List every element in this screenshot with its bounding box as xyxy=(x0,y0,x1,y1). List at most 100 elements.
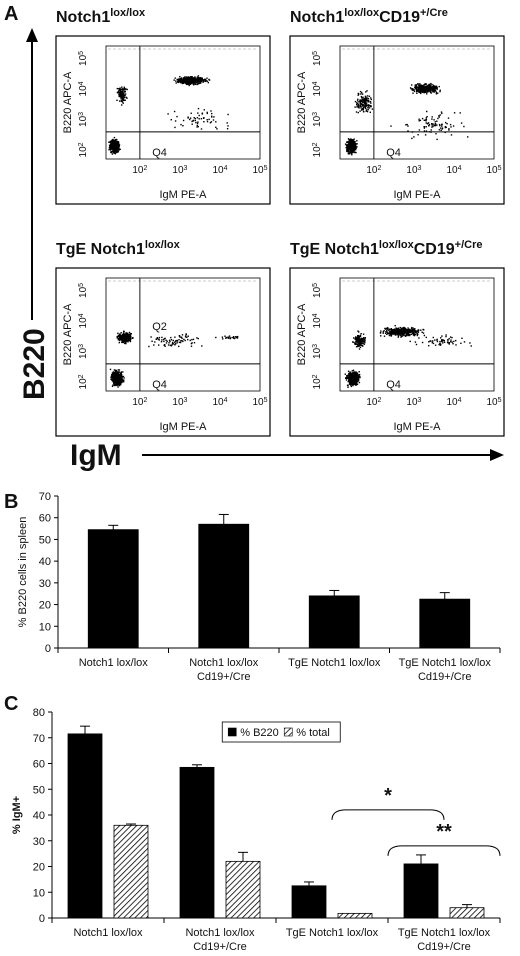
flow-event xyxy=(360,338,363,340)
flow-event xyxy=(351,380,353,382)
flow-event xyxy=(451,341,453,343)
flow-event xyxy=(429,84,431,86)
flow-plot-events xyxy=(344,325,472,388)
flow-x-tick-label: 103 xyxy=(406,165,421,177)
flow-event xyxy=(350,146,353,148)
flow-event xyxy=(197,337,199,340)
flow-event xyxy=(108,147,111,149)
flow-event xyxy=(355,338,357,340)
flow-event xyxy=(203,109,205,111)
flow-event xyxy=(428,88,430,90)
flow-event xyxy=(394,332,397,334)
flow-event xyxy=(158,344,160,346)
flow-event xyxy=(114,371,117,373)
flow-event xyxy=(367,100,369,103)
flow-event xyxy=(126,332,129,334)
flow-event xyxy=(165,339,167,341)
flow-event xyxy=(115,378,117,380)
flow-event xyxy=(167,344,170,346)
flow-event xyxy=(428,345,430,347)
flow-event xyxy=(180,123,182,126)
significance-marker: ** xyxy=(436,821,452,843)
flow-event xyxy=(423,334,426,337)
flow-event xyxy=(396,332,398,335)
flow-event xyxy=(224,335,226,337)
flow-event xyxy=(419,119,422,122)
flow-event xyxy=(198,114,200,117)
flow-plot-frame xyxy=(289,267,505,437)
flow-event xyxy=(115,149,117,151)
flow-event xyxy=(194,83,197,85)
flow-event xyxy=(415,88,417,90)
flow-event xyxy=(120,335,123,337)
flow-event xyxy=(384,327,386,330)
flow-event xyxy=(391,332,394,334)
flow-event xyxy=(189,117,192,119)
flow-event xyxy=(120,332,122,334)
flow-x-tick-label: 104 xyxy=(446,165,461,177)
flow-event xyxy=(427,86,429,89)
flow-event xyxy=(354,380,356,382)
flow-event xyxy=(422,328,424,331)
flow-event xyxy=(399,326,401,329)
flow-event xyxy=(356,143,358,145)
flow-event xyxy=(354,140,356,143)
flow-event xyxy=(203,117,205,119)
flow-event xyxy=(186,81,189,83)
flow-event xyxy=(348,145,350,147)
flow-event xyxy=(425,130,428,132)
flow-event xyxy=(188,76,190,78)
flow-event xyxy=(347,138,350,140)
flow-event xyxy=(399,334,402,337)
flow-event xyxy=(120,91,123,93)
flow-event xyxy=(129,338,131,340)
flow-event xyxy=(169,340,171,343)
flow-event xyxy=(120,377,122,379)
flow-event xyxy=(365,102,367,105)
flow-event xyxy=(115,383,117,386)
flow-event xyxy=(221,336,224,338)
flow-y-tick-label: 103 xyxy=(78,344,90,359)
flow-event xyxy=(370,98,372,101)
flow-event xyxy=(186,78,188,80)
flow-event xyxy=(126,337,128,339)
flow-event xyxy=(436,124,438,126)
flow-event xyxy=(178,81,180,83)
flow-event xyxy=(197,77,199,80)
flow-event xyxy=(111,153,114,155)
flow-event xyxy=(347,377,350,380)
flow-event xyxy=(426,93,428,95)
flow-event xyxy=(121,376,123,378)
flow-event xyxy=(419,84,422,87)
flow-event xyxy=(176,342,178,344)
flow-event xyxy=(196,124,198,127)
flow-event xyxy=(121,339,123,342)
flow-event xyxy=(441,125,443,127)
flow-event xyxy=(109,148,112,150)
flow-event xyxy=(210,110,212,112)
flow-event xyxy=(394,325,396,327)
flow-event xyxy=(359,340,361,342)
flow-event xyxy=(395,329,397,331)
flow-event xyxy=(448,129,450,131)
flow-event xyxy=(418,129,421,131)
flow-event xyxy=(124,334,126,336)
flow-event xyxy=(169,344,172,346)
flow-event xyxy=(351,139,354,141)
flow-event xyxy=(440,337,442,339)
flow-event xyxy=(391,329,393,331)
flow-event xyxy=(124,95,126,97)
flow-event xyxy=(419,87,421,90)
flow-event xyxy=(431,340,433,342)
flow-event xyxy=(118,95,120,98)
flow-event xyxy=(367,109,369,111)
flow-event xyxy=(207,81,209,84)
flow-event xyxy=(123,332,125,334)
flow-event xyxy=(115,142,117,144)
flow-event xyxy=(434,121,436,123)
flow-event xyxy=(370,105,372,108)
flow-event xyxy=(357,103,360,105)
flow-event xyxy=(196,80,199,83)
flow-event xyxy=(117,369,119,371)
flow-event xyxy=(185,82,187,84)
